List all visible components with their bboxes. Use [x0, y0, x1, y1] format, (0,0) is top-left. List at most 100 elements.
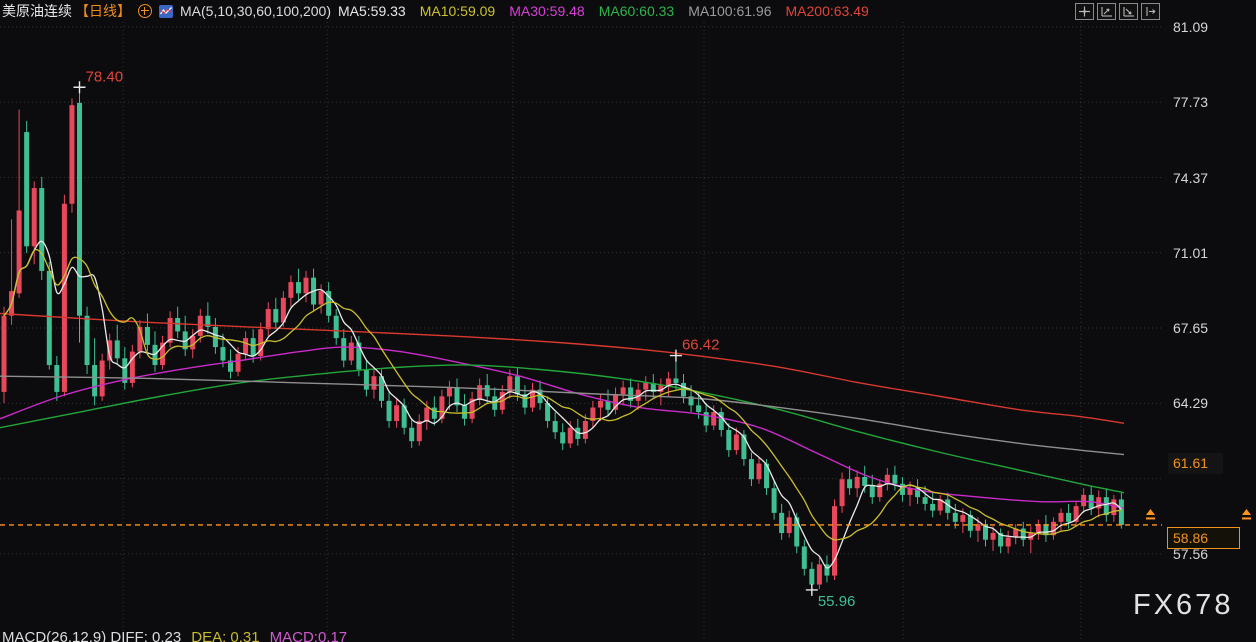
- candle-body: [801, 546, 807, 569]
- candle-body: [945, 499, 951, 513]
- candle-body: [741, 434, 747, 460]
- fit-y-axis-icon[interactable]: [1119, 3, 1138, 20]
- price-alert-triangle-icon: [1146, 508, 1155, 515]
- candle-body: [280, 297, 286, 323]
- candle-body: [643, 382, 649, 390]
- candle-body: [228, 360, 233, 372]
- candle-body: [84, 315, 90, 366]
- candle-body: [1005, 537, 1011, 547]
- ma-value-label: MA200:63.49: [785, 3, 869, 19]
- candle-body: [1081, 494, 1087, 507]
- candle-body: [190, 335, 196, 350]
- candle-body: [658, 385, 664, 392]
- candle-body: [764, 463, 770, 489]
- interval-label[interactable]: 【日线】: [75, 3, 131, 19]
- fx678-watermark: FX678: [1133, 589, 1234, 621]
- candle-body: [220, 347, 226, 361]
- candle-body: [39, 188, 45, 271]
- candle-body: [394, 405, 400, 422]
- price-axis-label: 67.65: [1173, 320, 1209, 337]
- candle-body: [1103, 497, 1109, 516]
- candle-body: [24, 132, 30, 247]
- candle-body: [144, 326, 150, 345]
- candle-body: [688, 396, 694, 406]
- candle-body: [371, 376, 377, 390]
- candle-body: [620, 387, 626, 395]
- candle-body: [869, 485, 875, 498]
- candle-body: [401, 405, 407, 428]
- candle-body: [839, 479, 845, 507]
- ma30-line: [0, 346, 1125, 510]
- candle-body: [477, 385, 483, 399]
- ma-value-label: MA60:60.33: [598, 3, 675, 19]
- swing-cross-marker: [669, 349, 682, 362]
- candle-body: [175, 317, 181, 332]
- move-crosshair-icon[interactable]: [1075, 3, 1094, 20]
- candle-body: [250, 338, 256, 357]
- candle-body: [1118, 499, 1124, 525]
- candle-body: [69, 105, 75, 204]
- candle-body: [341, 338, 347, 361]
- pan-right-icon[interactable]: [1141, 3, 1160, 20]
- candle-body: [552, 421, 558, 433]
- candle-body: [54, 365, 60, 392]
- macd-value-label: MACD(26,12,9) DIFF: 0.23: [2, 629, 182, 642]
- candle-body: [1, 315, 7, 392]
- macd-indicator-row: MACD(26,12,9) DIFF: 0.23 DEA: 0.31 MACD:0.…: [2, 629, 357, 642]
- price-alert-triangle-icon: [1242, 508, 1251, 515]
- candle-body: [990, 533, 996, 540]
- candle-body: [379, 376, 384, 401]
- candle-body: [748, 459, 754, 480]
- candle-body: [597, 400, 603, 408]
- add-indicator-icon[interactable]: [138, 4, 152, 18]
- candle-body: [243, 338, 249, 354]
- candle-body: [726, 429, 732, 451]
- candle-body: [295, 282, 301, 294]
- candle-body: [960, 515, 966, 522]
- candle-body: [794, 517, 800, 547]
- candle-body: [907, 488, 913, 495]
- candle-body: [628, 387, 634, 401]
- candle-body: [197, 315, 203, 336]
- ma-value-label: MA10:59.09: [419, 3, 496, 19]
- fit-x-axis-icon[interactable]: [1097, 3, 1116, 20]
- price-axis-label: 64.29: [1173, 395, 1209, 412]
- candle-body: [892, 474, 898, 484]
- candle-body: [160, 342, 166, 366]
- candle-body: [416, 421, 422, 442]
- candle-body: [711, 412, 717, 426]
- candle-body: [235, 353, 241, 372]
- candle-body: [326, 291, 332, 316]
- candle-body: [696, 405, 702, 413]
- candle-body: [409, 427, 415, 442]
- price-alert-bar-icon: [1146, 517, 1155, 520]
- candle-body: [522, 394, 528, 408]
- candle-body: [273, 309, 279, 323]
- candle-body: [560, 432, 566, 444]
- candle-body: [16, 210, 22, 294]
- candle-body: [567, 427, 573, 444]
- candle-body: [877, 483, 883, 498]
- candle-body: [1073, 506, 1079, 522]
- candle-body: [915, 488, 921, 498]
- candle-body: [288, 282, 294, 298]
- ma-value-label: MA100:61.96: [688, 3, 772, 19]
- mini-chart-icon[interactable]: [159, 4, 173, 18]
- candle-body: [137, 326, 143, 352]
- price-axis-label: 77.73: [1173, 94, 1209, 111]
- candle-body: [258, 329, 264, 357]
- candle-body: [862, 477, 868, 486]
- price-axis-label: 81.09: [1173, 19, 1209, 35]
- candle-body: [1043, 524, 1049, 536]
- candle-body: [122, 358, 128, 383]
- candle-body: [786, 517, 792, 534]
- candle-body: [530, 389, 535, 408]
- candle-body: [363, 369, 369, 390]
- candle-body: [884, 474, 890, 484]
- candle-body: [77, 102, 82, 316]
- candle-body: [718, 412, 724, 430]
- instrument-title: 美原油连续: [2, 3, 72, 19]
- macd-value-label: DEA: 0.31: [191, 629, 260, 642]
- candle-body: [967, 515, 973, 531]
